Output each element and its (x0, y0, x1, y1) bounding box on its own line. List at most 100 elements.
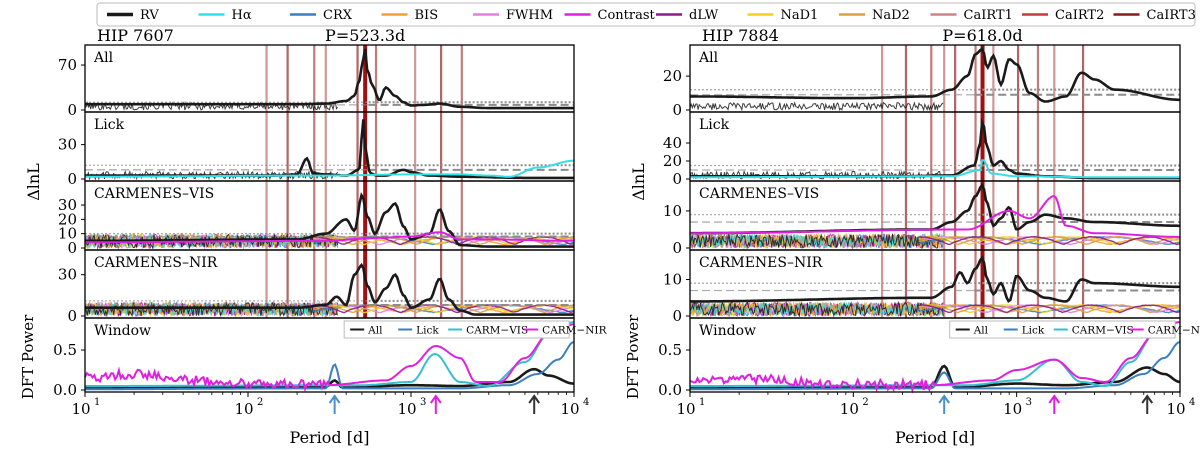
series-line-carmnir (84, 323, 575, 393)
panel-carmenes-nir: CARMENES–NIR 0 10 (663, 249, 1181, 325)
x-tick-exponent: 2 (257, 397, 263, 408)
window-arrow-head (1141, 394, 1154, 404)
legend-label-8: NaD2 (872, 8, 910, 23)
series-line-carmnir (689, 321, 1181, 394)
legend-label-5: Contrast (598, 8, 656, 23)
indicator-curve-4 (918, 304, 1181, 314)
y-tick-label: 10 (663, 271, 682, 289)
series-line-rv (690, 47, 1180, 103)
series-line-contrast (690, 195, 1180, 238)
series-line-rv (85, 262, 574, 316)
top-legend: RV Hα CRX BIS FWHM Contrast dLW NaD1 NaD2 CaIRT1 C… (96, 2, 1196, 27)
x-tick-label: 10 (840, 400, 859, 418)
y-tick-label: 0 (67, 170, 77, 188)
panel-label: CARMENES–VIS (94, 186, 214, 202)
window-arrow-head (528, 394, 541, 404)
legend-frame (96, 2, 1196, 27)
x-axis-label: Period [d] (895, 428, 975, 447)
window-legend-label: CARM−NIR (542, 325, 607, 337)
y-tick-label: 0.5 (658, 341, 682, 359)
period-label: P=523.3d (325, 26, 405, 45)
y-tick-label: 10 (58, 225, 77, 243)
x-tick-label: 10 (71, 400, 90, 418)
panel-label: All (93, 50, 114, 66)
x-tick-exponent: 4 (1189, 397, 1195, 408)
series-line-rv (690, 255, 1180, 303)
chart-hip7884: HIP 7884 P=618.0dAll020Lick02040CARMENES–… (624, 26, 1200, 447)
legend-label-7: NaD1 (781, 8, 819, 23)
legend-label-4: FWHM (506, 8, 553, 23)
window-legend-label: CARM−NIR (1148, 325, 1200, 337)
legend-label-9: CaIRT1 (964, 8, 1013, 23)
x-tick-exponent: 3 (1026, 397, 1032, 408)
series-line-h (690, 159, 1180, 179)
panel-all: All 0 70 (58, 44, 575, 119)
y-tick-label: 70 (58, 56, 77, 74)
legend-label-3: BIS (415, 8, 439, 23)
indicator-noise-8 (689, 233, 944, 250)
y-tick-label: 0.0 (53, 381, 77, 399)
x-tick-label: 10 (1166, 400, 1185, 418)
x-axis-label: Period [d] (290, 428, 370, 447)
series-line-rv (85, 192, 574, 248)
y-tick-label: 0 (672, 101, 682, 119)
window-legend-label: CARM−VIS (1072, 325, 1134, 337)
panel-window: Window 0.0 0.5 All Lick CARM−VIS CARM−NIR (53, 317, 608, 399)
indicator-curve-5 (313, 304, 575, 314)
x-tick-label: 10 (560, 400, 579, 418)
y-tick-label: 0 (67, 101, 77, 119)
indicator-curve-5 (918, 304, 1181, 314)
panel-label: CARMENES–VIS (699, 186, 819, 202)
star-name: HIP 7884 (702, 26, 779, 45)
y-tick-label: 0 (672, 239, 682, 257)
panel-label: Window (94, 323, 151, 339)
window-legend-label: CARM−VIS (466, 325, 528, 337)
x-tick-label: 10 (1003, 400, 1022, 418)
panel-carmenes-vis: CARMENES–VIS 0 10 (663, 180, 1181, 257)
panel-lick: Lick 0 30 (58, 111, 575, 188)
window-legend-label: All (367, 325, 383, 337)
chart-hip7607: HIP 7607 P=523.3d All 0 70 Lick 0 30 CARMENES–VI… (19, 26, 608, 447)
panel-label: CARMENES–NIR (699, 255, 823, 271)
panel-carmenes-nir: CARMENES–NIR 0 30 (58, 249, 575, 325)
legend-label-0: RV (140, 8, 159, 23)
series-line-contrast (85, 231, 574, 244)
x-tick-label: 10 (397, 400, 416, 418)
panel-label: Lick (699, 117, 730, 133)
panel-frame (84, 317, 575, 393)
x-tick-label: 10 (676, 400, 695, 418)
panel-label: Window (699, 323, 756, 339)
period-label: P=618.0d (942, 26, 1022, 45)
indicator-noise-0 (689, 101, 944, 112)
panel-window: Window 0.0 0.5 All Lick CARM−VIS CARM−NIR (658, 317, 1200, 399)
y-tick-label: 0.0 (658, 381, 682, 399)
panel-frame (689, 44, 1181, 113)
legend-label-2: CRX (323, 8, 353, 23)
y-tick-label: 0 (67, 239, 77, 257)
x-tick-exponent: 1 (94, 397, 100, 408)
series-line-rv (85, 48, 574, 110)
window-arrow-head (328, 394, 341, 404)
legend-label-11: CaIRT3 (1147, 8, 1196, 23)
y-tick-label: 30 (58, 266, 77, 284)
y-tick-label: 0 (672, 307, 682, 325)
window-legend-label: Lick (1022, 325, 1045, 337)
y-tick-label: 30 (58, 196, 77, 214)
window-arrow-head (938, 394, 951, 404)
panel-label: Lick (94, 117, 125, 133)
legend-label-1: Hα (232, 8, 252, 23)
indicator-noise-8 (689, 300, 944, 318)
y-axis-label-window: DFT Power (624, 314, 642, 399)
x-tick-label: 10 (234, 400, 253, 418)
panel-label: All (698, 50, 719, 66)
window-legend-label: Lick (416, 325, 439, 337)
star-name: HIP 7607 (97, 26, 174, 45)
panel-label: CARMENES–NIR (94, 255, 218, 271)
indicator-curve-4 (918, 235, 1181, 246)
window-arrow-head (430, 394, 442, 404)
x-tick-exponent: 2 (862, 397, 868, 408)
series-line-h (85, 159, 574, 178)
legend-label-6: dLW (689, 8, 719, 23)
y-tick-label: 0 (672, 170, 682, 188)
